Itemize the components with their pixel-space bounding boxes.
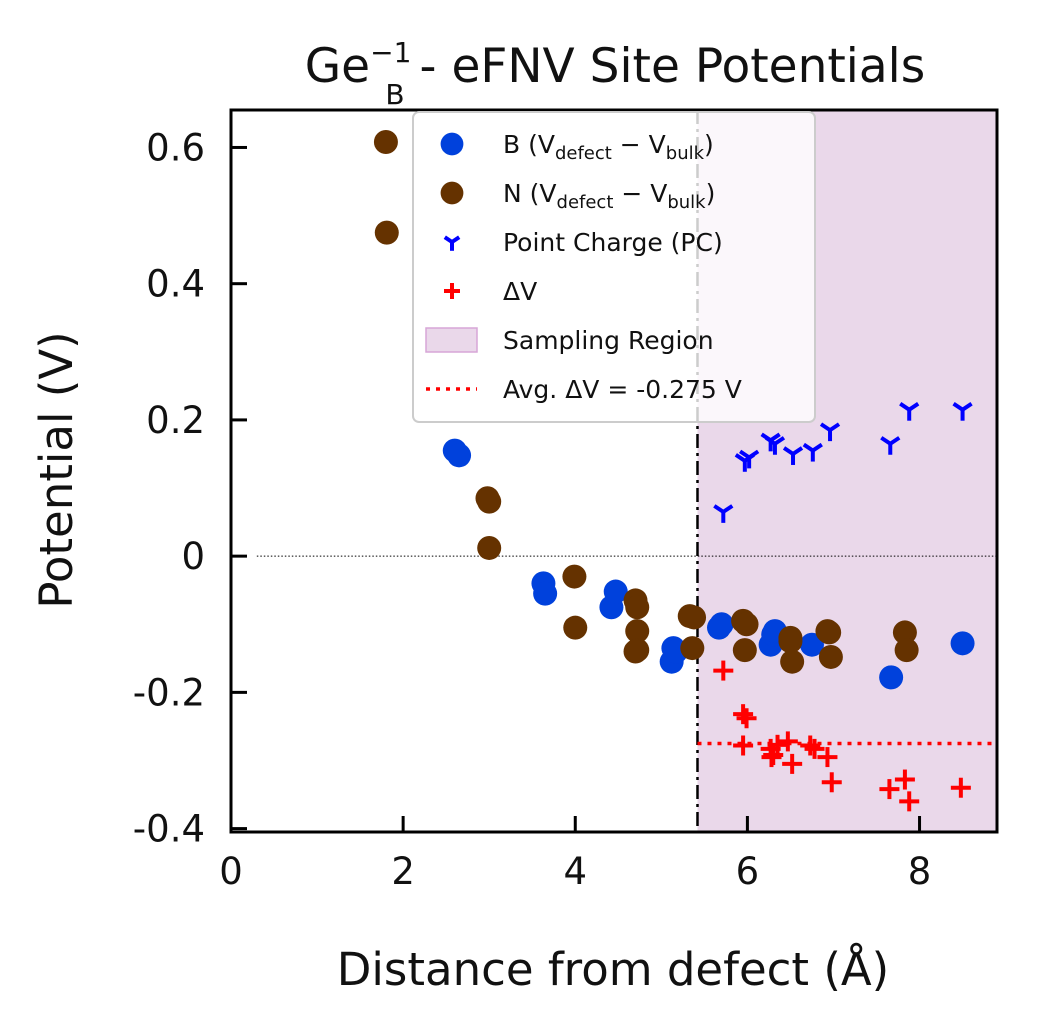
y-axis-label: Potential (V)	[30, 331, 83, 608]
x-tick-label: 8	[908, 850, 932, 893]
data-point	[899, 791, 920, 812]
legend-swatch	[444, 283, 460, 299]
data-point	[680, 636, 705, 661]
data-point	[952, 402, 973, 421]
data-point	[815, 619, 840, 644]
legend-label: Sampling Region	[503, 326, 714, 355]
data-point	[533, 581, 558, 606]
y-tick-label: -0.4	[133, 808, 205, 851]
legend: B (Vdefect − Vbulk) N (Vdefect − Vbulk) Po…	[412, 111, 816, 423]
y-tick-label: 0.2	[146, 399, 205, 442]
data-point	[733, 735, 754, 756]
data-point	[892, 620, 917, 645]
legend-swatch	[425, 327, 478, 353]
data-point	[447, 443, 472, 468]
data-point	[625, 619, 650, 644]
series-circle-1	[373, 130, 919, 674]
data-point	[713, 504, 734, 523]
data-point	[780, 649, 805, 674]
data-point	[819, 422, 841, 442]
y-tick-label: 0.4	[146, 263, 205, 306]
data-point	[899, 402, 920, 421]
data-marks-layer	[373, 130, 997, 812]
data-point	[778, 629, 803, 654]
data-point	[603, 579, 628, 604]
x-tick-label: 0	[219, 850, 243, 893]
legend-entry: B (Vdefect − Vbulk)	[440, 130, 714, 164]
axes-layer: 0 2 4 6 8 -0.4 -0.2 0 0.2 0.4 0.6	[133, 108, 999, 893]
data-point	[782, 753, 803, 774]
legend-entry: Sampling Region	[425, 326, 714, 355]
data-point	[950, 631, 975, 656]
series-tri-2	[713, 402, 973, 523]
data-point	[950, 777, 971, 798]
title-subscript: B	[385, 78, 404, 111]
data-point	[739, 449, 760, 469]
data-point	[682, 605, 707, 630]
x-tick-label: 6	[736, 850, 760, 893]
legend-label: Point Charge (PC)	[503, 228, 723, 257]
data-point	[894, 638, 919, 663]
data-point	[709, 612, 734, 637]
title-prefix: Ge	[305, 39, 370, 94]
data-point	[563, 615, 588, 640]
data-point	[761, 747, 782, 768]
data-point	[800, 735, 821, 756]
data-point	[373, 130, 398, 155]
data-point	[374, 220, 399, 245]
data-point	[562, 564, 587, 589]
chart-title: Ge−1 B - eFNV Site Potentials	[305, 36, 925, 111]
data-point	[623, 639, 648, 664]
data-point	[804, 738, 825, 759]
data-point	[733, 704, 754, 725]
data-point	[777, 731, 798, 752]
x-axis-label: Distance from defect (Å)	[337, 943, 889, 996]
legend-label: Avg. ΔV = -0.275 V	[503, 375, 742, 404]
legend-entry: N (Vdefect − Vbulk)	[440, 179, 715, 213]
legend-label: B (Vdefect − Vbulk)	[503, 130, 714, 164]
data-point	[477, 535, 502, 560]
x-tick-label: 2	[391, 850, 415, 893]
data-point	[782, 446, 804, 465]
data-point	[880, 436, 901, 455]
data-point	[818, 644, 843, 669]
title-superscript: −1	[370, 36, 411, 69]
legend-entry: Point Charge (PC)	[443, 228, 723, 257]
legend-entry: Avg. ΔV = -0.275 V	[426, 375, 742, 404]
legend-swatch	[440, 132, 464, 156]
legend-box	[412, 111, 816, 423]
data-point	[764, 436, 786, 455]
title-suffix: - eFNV Site Potentials	[405, 39, 926, 94]
legend-swatch	[443, 235, 461, 251]
data-point	[821, 772, 842, 793]
y-tick-label: 0	[181, 535, 205, 578]
data-point	[477, 489, 502, 514]
data-point	[879, 779, 900, 800]
data-point	[767, 734, 788, 755]
data-point	[799, 632, 824, 657]
y-tick-label: 0.6	[146, 126, 205, 169]
y-tick-label: -0.2	[133, 671, 205, 714]
series-circle-0	[442, 438, 975, 690]
data-point	[802, 442, 823, 462]
data-point	[734, 612, 759, 637]
data-point	[894, 769, 915, 790]
data-point	[736, 708, 757, 729]
plot-frame	[229, 108, 999, 834]
legend-swatch	[440, 181, 464, 205]
legend-entry: ΔV	[444, 277, 537, 306]
data-point	[817, 747, 838, 768]
data-point	[732, 638, 757, 663]
x-tick-label: 4	[563, 850, 587, 893]
data-point	[625, 595, 650, 620]
legend-label: ΔV	[503, 277, 537, 306]
legend-label: N (Vdefect − Vbulk)	[503, 179, 715, 213]
data-point	[713, 660, 734, 681]
series-plus-3	[713, 660, 971, 812]
data-point	[879, 665, 904, 690]
